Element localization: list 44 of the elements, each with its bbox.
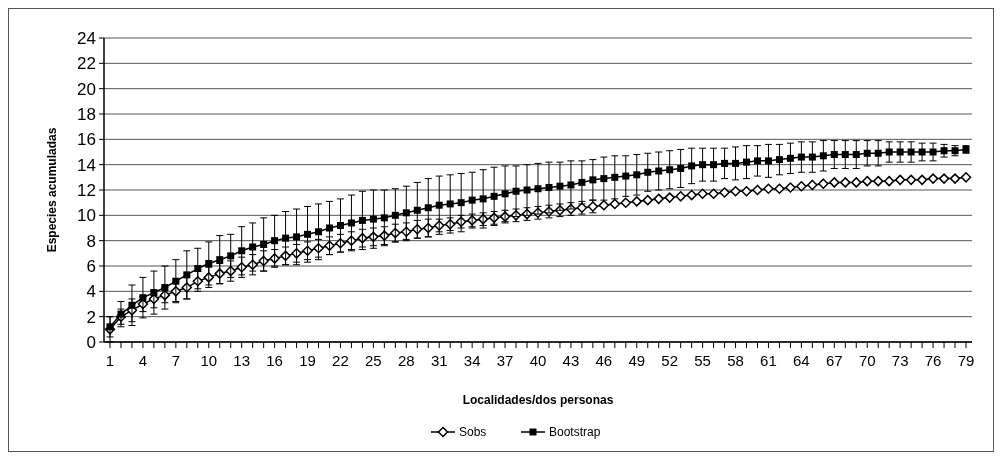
x-tick-label: 76: [924, 352, 942, 369]
x-tick-label: 55: [694, 352, 711, 369]
x-tick-label: 22: [332, 352, 349, 369]
x-tick-label: 7: [171, 352, 181, 369]
y-tick-label: 24: [77, 28, 96, 48]
x-tick-label: 34: [463, 352, 481, 369]
y-tick-label: 16: [77, 130, 96, 150]
x-tick-label: 70: [858, 352, 876, 369]
y-tick-label: 6: [86, 256, 96, 276]
y-tick-label: 14: [77, 155, 96, 175]
x-tick-label: 58: [727, 352, 744, 369]
x-tick-label: 43: [562, 352, 580, 369]
x-tick-label: 67: [825, 352, 843, 369]
y-tick-label: 18: [77, 104, 96, 124]
y-tick-label: 4: [86, 282, 96, 302]
x-tick-label: 28: [397, 352, 415, 369]
legend-label: Sobs: [459, 425, 487, 440]
x-tick-label: 61: [760, 352, 777, 369]
x-tick-label: 49: [628, 352, 646, 369]
x-tick-label: 64: [793, 352, 810, 369]
y-tick-label: 2: [86, 307, 96, 327]
x-tick-label: 40: [529, 352, 547, 369]
y-axis-title: Especies acumuladas: [45, 127, 59, 253]
y-tick-label: 12: [77, 180, 96, 200]
x-tick-label: 4: [138, 352, 148, 369]
x-tick-label: 37: [496, 352, 514, 369]
x-tick-label: 19: [299, 352, 316, 369]
legend-label: Bootstrap: [549, 425, 601, 440]
x-tick-label: 10: [200, 352, 218, 369]
y-tick-label: 0: [86, 332, 96, 352]
x-tick-label: 25: [365, 352, 382, 369]
x-tick-label: 52: [661, 352, 679, 369]
x-tick-label: 79: [957, 352, 975, 369]
x-tick-label: 73: [891, 352, 909, 369]
x-tick-label: 1: [105, 352, 115, 369]
x-tick-label: 46: [595, 352, 613, 369]
y-tick-label: 8: [86, 231, 96, 251]
x-tick-label: 13: [233, 352, 251, 369]
x-axis-title: Localidades/dos personas: [462, 393, 614, 407]
x-tick-label: 31: [430, 352, 448, 369]
y-tick-label: 22: [77, 54, 96, 74]
x-tick-label: 16: [266, 352, 283, 369]
y-tick-label: 20: [77, 79, 96, 99]
y-tick-label: 10: [77, 206, 96, 226]
